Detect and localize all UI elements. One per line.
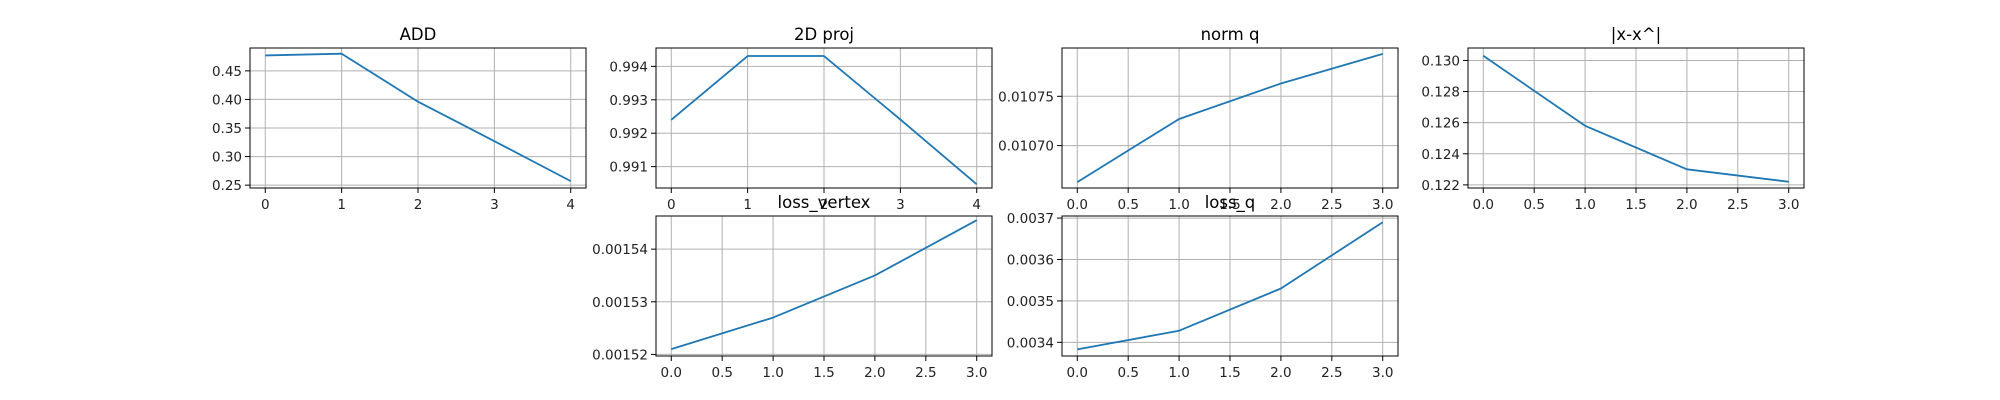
chart-4: 0.0 0.5 1.0 1.5 2.0 2.5 3.0 0.00152 0.00153 0.001…	[592, 193, 993, 381]
y-tick-label: 0.130	[1421, 53, 1460, 69]
chart-title: norm q	[1201, 25, 1260, 44]
x-tick-label: 2.0	[1676, 197, 1697, 213]
y-tick-label: 0.00154	[592, 242, 648, 258]
x-tick-label: 1.5	[1219, 197, 1240, 213]
x-tick-label: 3	[490, 197, 499, 213]
x-tick-label: 1	[743, 197, 752, 213]
chart-1: 0 1 2 3 4 0.991 0.992 0.993 0.994 2D proj	[609, 25, 993, 213]
y-tick-label: 0.128	[1421, 85, 1460, 101]
x-tick-label: 2.0	[1270, 365, 1291, 381]
x-tick-label: 3.0	[1372, 365, 1393, 381]
series-line	[1077, 221, 1384, 351]
x-tick-label: 1.0	[1168, 365, 1189, 381]
y-tick-label: 0.124	[1421, 147, 1460, 163]
x-tick-label: 1	[337, 197, 346, 213]
x-tick-label: 1.0	[1168, 197, 1189, 213]
x-tick-label: 1.5	[1625, 197, 1646, 213]
x-tick-label: 2.0	[864, 365, 885, 381]
x-tick-label: 1.5	[813, 365, 834, 381]
x-tick-label: 2.5	[1727, 197, 1748, 213]
chart-0: 0 1 2 3 4 0.25 0.30 0.35 0.40 0.45 ADD	[212, 25, 587, 213]
x-tick-label: 1.0	[762, 365, 783, 381]
x-tick-label: 2.5	[1321, 197, 1342, 213]
x-tick-label: 3	[896, 197, 905, 213]
x-tick-label: 4	[566, 197, 575, 213]
chart-title: 2D proj	[794, 25, 854, 44]
x-tick-label: 4	[972, 197, 981, 213]
x-tick-label: 0.5	[711, 365, 732, 381]
series-line	[265, 52, 572, 182]
y-tick-label: 0.0034	[1007, 335, 1054, 351]
x-tick-label: 2.5	[1321, 365, 1342, 381]
x-tick-label: 0.0	[1067, 365, 1088, 381]
x-tick-label: 3.0	[966, 365, 987, 381]
y-tick-label: 0.30	[212, 150, 242, 166]
y-tick-label: 0.0035	[1007, 294, 1054, 310]
y-tick-label: 0.122	[1421, 178, 1460, 194]
x-tick-label: 1.0	[1574, 197, 1595, 213]
x-tick-label: 1.5	[1219, 365, 1240, 381]
chart-title: ADD	[400, 25, 437, 44]
chart-2: 0.0 0.5 1.0 1.5 2.0 2.5 3.0 0.01070 0.01075 norm …	[998, 25, 1399, 213]
chart-title: |x-x^|	[1611, 25, 1661, 44]
y-tick-label: 0.0037	[1007, 211, 1054, 227]
x-tick-label: 0.0	[661, 365, 682, 381]
y-tick-label: 0.45	[212, 64, 242, 80]
y-tick-label: 0.40	[212, 92, 242, 108]
x-tick-label: 2	[414, 197, 423, 213]
x-tick-label: 0.0	[1473, 197, 1494, 213]
x-tick-label: 0.5	[1117, 365, 1138, 381]
y-tick-label: 0.992	[609, 126, 648, 142]
x-tick-label: 3.0	[1778, 197, 1799, 213]
y-tick-label: 0.126	[1421, 116, 1460, 132]
y-tick-label: 0.0036	[1007, 252, 1054, 268]
series-line	[1076, 53, 1383, 183]
y-tick-label: 0.991	[609, 160, 648, 176]
y-tick-label: 0.35	[212, 121, 242, 137]
x-tick-label: 0.0	[1067, 197, 1088, 213]
y-tick-label: 0.25	[212, 178, 242, 194]
y-tick-label: 0.993	[609, 93, 648, 109]
y-tick-label: 0.00152	[592, 347, 648, 363]
x-tick-label: 3.0	[1372, 197, 1393, 213]
y-tick-label: 0.01070	[998, 139, 1054, 155]
chart-5: 0.0 0.5 1.0 1.5 2.0 2.5 3.0 0.0034 0.0035 0.0036 0…	[1007, 193, 1399, 381]
y-tick-label: 0.01075	[998, 89, 1054, 105]
chart-title: loss_q	[1205, 193, 1256, 213]
x-tick-label: 2.5	[915, 365, 936, 381]
x-tick-label: 0	[261, 197, 270, 213]
x-tick-label: 0.5	[1117, 197, 1138, 213]
x-tick-label: 2.0	[1270, 197, 1291, 213]
series-line	[671, 219, 978, 351]
series-line	[1482, 55, 1789, 183]
y-tick-label: 0.994	[609, 59, 648, 75]
chart-title: loss_vertex	[778, 193, 871, 213]
y-tick-label: 0.00153	[592, 295, 648, 311]
x-tick-label: 0.5	[1523, 197, 1544, 213]
chart-3: 0.0 0.5 1.0 1.5 2.0 2.5 3.0 0.122 0.124 0.126 0.12…	[1421, 25, 1805, 213]
series-line	[670, 55, 978, 186]
x-tick-label: 2	[820, 197, 829, 213]
x-tick-label: 0	[667, 197, 676, 213]
